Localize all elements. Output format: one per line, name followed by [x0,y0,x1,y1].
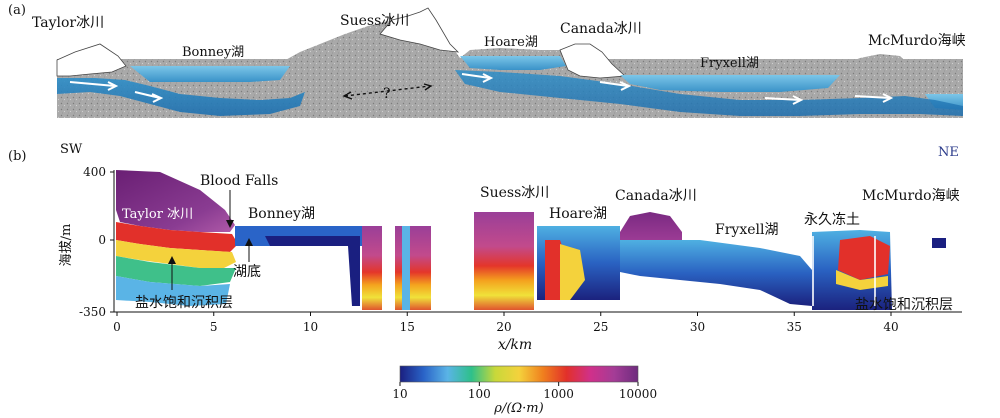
x-axis-label: x/km [498,337,532,353]
suess-resistive-body [474,212,534,310]
colorbar-tick-label: 1000 [543,387,574,401]
permafrost-label: 永久冻土 [804,211,860,228]
y-tick-label: 400 [83,165,106,179]
hoare-yellow [560,244,585,300]
lakebed-arrowhead [245,238,253,246]
x-tick-label: 0 [113,320,121,334]
bonney-lake-a [130,66,290,82]
colorbar-tick-label: 10 [392,387,407,401]
unknown-flow-indicator: ? [342,83,433,102]
column-15km-blue [402,226,410,310]
mcmurdo-block [932,238,946,248]
canada-glacier-label-a: Canada冰川 [560,21,642,37]
panel-b-tag: (b) [8,149,26,164]
taylor-green [116,256,236,286]
y-axis-label: 海拔/m [59,224,74,267]
x-tick-label: 10 [303,320,318,334]
canada-glacier-label-b: Canada冰川 [615,188,697,204]
bonney-lake-label-a: Bonney湖 [182,45,244,60]
brine-left-label: 盐水饱和沉积层 [135,295,233,311]
brine-left-arrowhead [168,256,176,264]
unknown-label: ? [383,86,391,102]
canada-glacier-a [559,43,626,79]
colorbar-label: ρ/(Ω·m) [493,401,543,416]
suess-glacier-a [379,7,460,53]
colorbar-tick-label: 10000 [619,387,657,401]
colorbar-ramp [399,365,639,383]
bonney-deep [265,236,360,306]
canada-resistive-body [620,212,682,248]
y-ticks: 400 0 -350 [79,165,114,319]
x-ticks: 0 5 10 15 20 25 30 35 40 [113,312,899,334]
x-tick-label: 35 [787,320,802,334]
taylor-resistive-body [116,170,235,232]
fryxell-lake-label-a: Fryxell湖 [700,56,759,71]
panel-b: (b) SW NE 400 0 -350 0 5 10 15 20 25 30 35 40 海拔/m… [8,142,962,353]
lakebed-label: 湖底 [233,264,261,280]
fryxell-layer [620,240,812,306]
x-tick-label: 20 [496,320,511,334]
panel-a: (a) [8,3,966,118]
x-tick-label: 5 [210,320,218,334]
blood-falls-label: Blood Falls [200,173,278,189]
brine-layer-a [57,78,305,116]
x-tick-label: 30 [690,320,705,334]
bonney-lake-label-b: Bonney湖 [248,206,315,222]
colorbar-ticks: 10 100 1000 10000 [392,382,657,401]
brine-right-label: 盐水饱和沉积层 [855,297,953,313]
brine-layer-a-east [455,70,963,116]
hoare-lake-a [460,56,566,70]
suess-glacier-label-b: Suess冰川 [480,185,549,201]
hoare-lake-label-b: Hoare湖 [549,206,607,222]
blood-falls-arrowhead [226,220,234,228]
column-15km [395,226,431,310]
x-tick-label: 40 [883,320,898,334]
column-13km [362,226,382,310]
ne-label: NE [938,145,959,160]
hoare-lake-label-a: Hoare湖 [484,35,538,50]
taylor-glacier-label-b: Taylor 冰川 [122,207,193,222]
taylor-glacier-a [56,43,127,77]
taylor-glacier-label-a: Taylor冰川 [32,15,104,31]
taylor-deep-blue [116,276,230,306]
suess-glacier-label-a: Suess冰川 [340,13,409,29]
flow-arrows [69,73,894,105]
sw-label: SW [60,142,83,157]
taylor-transition [116,222,238,252]
fryxell-lake-a [620,75,840,92]
mcmurdo-label-a: McMurdo海峡 [868,33,966,49]
permafrost-red [838,236,890,280]
x-tick-label: 25 [593,320,608,334]
fryxell-lake-label-b: Fryxell湖 [715,222,778,238]
colorbar-tick-label: 100 [468,387,491,401]
colorbar: 10 100 1000 10000 ρ/(Ω·m) [392,365,657,416]
mcmurdo-label-b: McMurdo海峡 [862,188,960,204]
panel-a-tag: (a) [8,3,26,18]
resistivity-section [116,170,946,310]
y-tick-label: 0 [98,233,106,247]
taylor-yellow [116,240,236,270]
y-tick-label: -350 [79,305,106,319]
x-tick-label: 15 [400,320,415,334]
